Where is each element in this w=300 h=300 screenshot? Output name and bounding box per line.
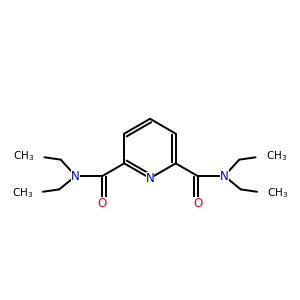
Text: CH$_3$: CH$_3$ [266,149,287,163]
Text: O: O [193,197,202,210]
Text: N: N [71,169,80,182]
Text: CH$_3$: CH$_3$ [12,186,33,200]
Text: CH$_3$: CH$_3$ [13,149,34,163]
Text: N: N [146,172,154,185]
Text: CH$_3$: CH$_3$ [267,186,288,200]
Text: O: O [98,197,107,210]
Text: N: N [220,169,229,182]
